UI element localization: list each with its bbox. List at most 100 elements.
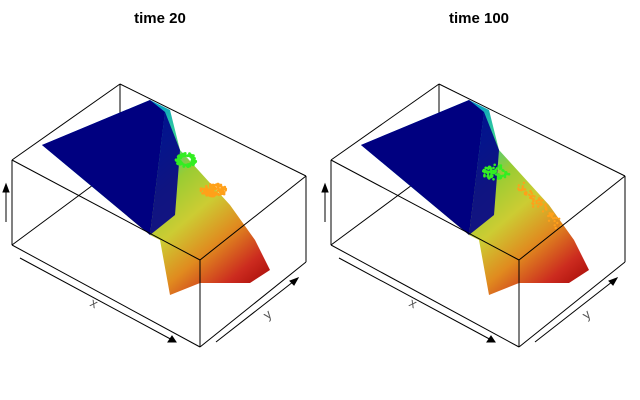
particle-group — [199, 182, 228, 198]
particle — [532, 202, 535, 206]
particle — [214, 187, 218, 191]
particle — [541, 199, 544, 202]
particle — [209, 193, 213, 196]
surface — [361, 100, 589, 295]
particle — [547, 219, 551, 222]
panel-time-100: time 100 x — [321, 10, 626, 348]
particle — [553, 216, 556, 220]
particle — [554, 226, 557, 230]
particle — [208, 188, 212, 191]
particle — [518, 188, 521, 192]
particle — [558, 217, 561, 220]
particle — [537, 202, 541, 205]
particle — [206, 193, 210, 196]
z-arrowhead — [321, 182, 329, 193]
particle — [544, 205, 547, 208]
particle-group — [517, 181, 563, 230]
particle — [497, 177, 500, 180]
particle — [555, 216, 558, 220]
particle — [208, 191, 212, 194]
particle — [538, 197, 541, 200]
particle — [174, 158, 178, 162]
particle — [484, 166, 488, 170]
surface — [42, 100, 270, 295]
particle — [533, 195, 536, 198]
particle — [176, 162, 179, 165]
particle — [489, 170, 493, 174]
particle — [520, 189, 523, 192]
y-axis-label: y — [260, 306, 275, 322]
particle — [486, 174, 489, 178]
particle — [211, 189, 214, 193]
particle — [523, 192, 527, 196]
particle — [216, 185, 219, 188]
particle — [191, 158, 195, 162]
particle — [539, 199, 542, 202]
particle — [179, 161, 183, 165]
particle — [553, 219, 556, 223]
particle — [186, 154, 190, 158]
particle — [221, 189, 224, 193]
particle — [536, 205, 540, 208]
particle — [209, 185, 212, 189]
particle — [553, 224, 556, 227]
particle — [556, 221, 559, 225]
y-axis-arrow — [534, 277, 618, 343]
particle — [182, 165, 186, 168]
particle — [528, 193, 531, 196]
particle — [180, 155, 183, 159]
box-front-edges — [330, 159, 626, 348]
particle — [531, 194, 534, 197]
particle — [545, 208, 548, 211]
particle — [522, 181, 526, 184]
panel-title: time 20 — [134, 10, 186, 27]
y-axis-arrow — [215, 277, 299, 343]
particle-layer — [482, 163, 563, 230]
particle — [517, 184, 520, 187]
particle — [522, 188, 525, 191]
particle — [483, 169, 487, 172]
particle — [188, 153, 192, 157]
particle — [213, 184, 217, 187]
x-arrowhead — [486, 335, 496, 343]
particle — [531, 205, 535, 208]
particle — [189, 163, 193, 166]
axis-arrows — [321, 182, 619, 343]
particle-layer — [174, 152, 228, 198]
particle — [535, 200, 538, 203]
particle — [212, 192, 216, 195]
particle — [483, 173, 486, 177]
particle — [541, 210, 545, 213]
y-axis-label: y — [579, 306, 594, 322]
particle-group — [482, 163, 511, 181]
particle — [204, 187, 208, 190]
particle — [547, 214, 550, 218]
particle — [492, 178, 495, 181]
particle — [490, 168, 493, 172]
particle — [544, 203, 547, 206]
y-arrowhead — [608, 277, 619, 286]
particle — [550, 215, 553, 218]
particle — [494, 170, 498, 173]
x-axis-arrow — [338, 257, 496, 343]
particle — [535, 202, 538, 205]
x-axis-label: x — [407, 295, 420, 312]
particle — [499, 176, 503, 180]
axis-arrows — [2, 182, 300, 343]
box-front-edges — [11, 159, 307, 348]
particle — [532, 198, 535, 202]
particle — [506, 172, 509, 176]
particle — [486, 171, 490, 175]
particle — [184, 154, 188, 158]
particle — [212, 187, 215, 191]
particle — [193, 161, 196, 165]
particle — [540, 203, 543, 206]
particle — [181, 152, 185, 156]
particle — [493, 163, 497, 167]
particle — [492, 169, 495, 173]
x-axis-arrow — [19, 257, 177, 343]
particle — [529, 190, 532, 193]
particle — [204, 192, 208, 195]
particle — [499, 165, 503, 169]
